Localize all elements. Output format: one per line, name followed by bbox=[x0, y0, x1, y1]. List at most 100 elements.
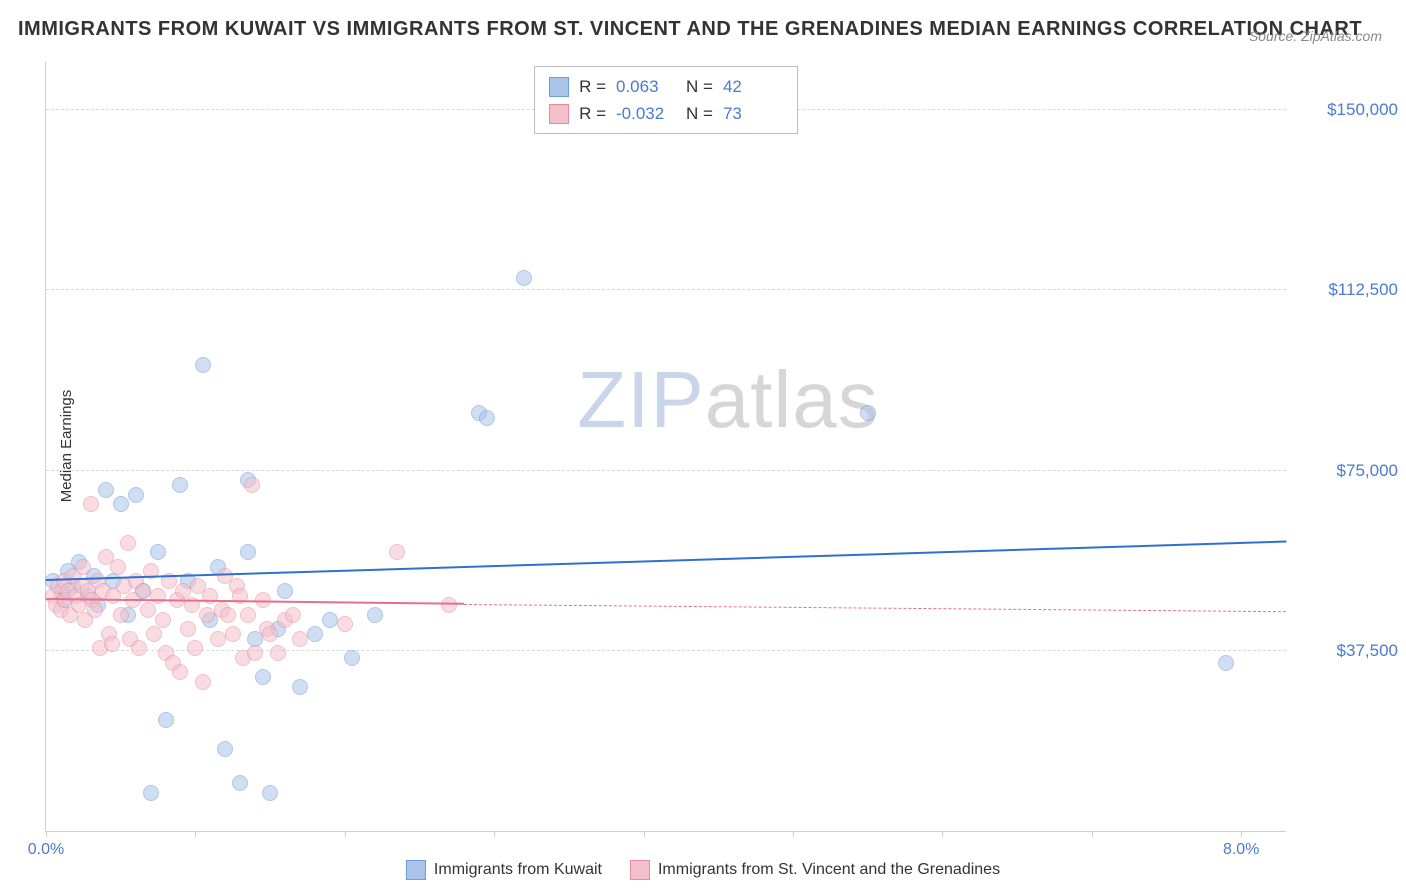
n-value-kuwait: 42 bbox=[723, 73, 783, 100]
plot-area: ZIPatlas R = 0.063 N = 42 R = -0.032 N =… bbox=[45, 62, 1286, 832]
scatter-point-kuwait bbox=[128, 487, 144, 503]
scatter-point-kuwait bbox=[344, 650, 360, 666]
r-value-kuwait: 0.063 bbox=[616, 73, 676, 100]
swatch-svg bbox=[630, 860, 650, 880]
x-tick bbox=[494, 831, 495, 837]
scatter-point-svg bbox=[247, 645, 263, 661]
scatter-point-kuwait bbox=[217, 741, 233, 757]
legend: Immigrants from Kuwait Immigrants from S… bbox=[406, 860, 1000, 880]
scatter-point-svg bbox=[135, 583, 151, 599]
y-tick-label: $150,000 bbox=[1327, 100, 1398, 120]
scatter-point-kuwait bbox=[367, 607, 383, 623]
scatter-point-kuwait bbox=[232, 775, 248, 791]
scatter-point-svg bbox=[210, 631, 226, 647]
x-tick bbox=[46, 831, 47, 837]
stats-row-svg: R = -0.032 N = 73 bbox=[549, 100, 783, 127]
scatter-point-kuwait bbox=[307, 626, 323, 642]
scatter-point-svg bbox=[337, 616, 353, 632]
scatter-point-svg bbox=[113, 607, 129, 623]
watermark-part2: atlas bbox=[705, 355, 879, 444]
x-tick bbox=[644, 831, 645, 837]
scatter-point-svg bbox=[285, 607, 301, 623]
x-tick bbox=[942, 831, 943, 837]
scatter-point-svg bbox=[155, 612, 171, 628]
y-tick-label: $75,000 bbox=[1337, 461, 1398, 481]
trendline bbox=[464, 604, 1286, 612]
watermark-part1: ZIP bbox=[577, 355, 704, 444]
legend-label-kuwait: Immigrants from Kuwait bbox=[434, 861, 602, 879]
scatter-point-kuwait bbox=[172, 477, 188, 493]
x-tick bbox=[195, 831, 196, 837]
swatch-kuwait-small bbox=[549, 77, 569, 97]
scatter-point-kuwait bbox=[277, 583, 293, 599]
x-tick bbox=[1092, 831, 1093, 837]
scatter-point-kuwait bbox=[158, 712, 174, 728]
scatter-point-svg bbox=[199, 607, 215, 623]
x-tick bbox=[793, 831, 794, 837]
scatter-point-svg bbox=[131, 640, 147, 656]
scatter-point-kuwait bbox=[113, 496, 129, 512]
scatter-point-kuwait bbox=[98, 482, 114, 498]
scatter-point-kuwait bbox=[195, 357, 211, 373]
stats-row-kuwait: R = 0.063 N = 42 bbox=[549, 73, 783, 100]
gridline-h bbox=[46, 650, 1286, 651]
scatter-point-kuwait bbox=[262, 785, 278, 801]
source-label: Source: bbox=[1249, 28, 1297, 44]
scatter-point-kuwait bbox=[150, 544, 166, 560]
scatter-point-svg bbox=[83, 496, 99, 512]
scatter-point-svg bbox=[244, 477, 260, 493]
r-value-svg: -0.032 bbox=[616, 100, 676, 127]
scatter-point-svg bbox=[120, 535, 136, 551]
scatter-point-kuwait bbox=[292, 679, 308, 695]
gridline-h bbox=[46, 289, 1286, 290]
x-tick bbox=[345, 831, 346, 837]
scatter-point-kuwait bbox=[1218, 655, 1234, 671]
scatter-point-svg bbox=[441, 597, 457, 613]
scatter-point-kuwait bbox=[255, 669, 271, 685]
chart-title: IMMIGRANTS FROM KUWAIT VS IMMIGRANTS FRO… bbox=[18, 18, 1362, 41]
scatter-point-kuwait bbox=[322, 612, 338, 628]
scatter-point-svg bbox=[140, 602, 156, 618]
swatch-svg-small bbox=[549, 104, 569, 124]
trendline bbox=[46, 541, 1286, 581]
scatter-point-svg bbox=[87, 602, 103, 618]
legend-item-svg: Immigrants from St. Vincent and the Gren… bbox=[630, 860, 1000, 880]
scatter-point-kuwait bbox=[143, 785, 159, 801]
scatter-point-kuwait bbox=[860, 405, 876, 421]
r-label: R = bbox=[579, 100, 606, 127]
scatter-point-svg bbox=[172, 664, 188, 680]
scatter-point-kuwait bbox=[240, 544, 256, 560]
x-tick-label: 0.0% bbox=[28, 841, 64, 859]
source-value: ZipAtlas.com bbox=[1301, 28, 1382, 44]
scatter-point-svg bbox=[75, 559, 91, 575]
source-attribution: Source: ZipAtlas.com bbox=[1249, 28, 1382, 44]
gridline-h bbox=[46, 470, 1286, 471]
scatter-point-svg bbox=[220, 607, 236, 623]
watermark: ZIPatlas bbox=[577, 354, 878, 446]
scatter-point-svg bbox=[110, 559, 126, 575]
scatter-point-svg bbox=[225, 626, 241, 642]
scatter-point-svg bbox=[292, 631, 308, 647]
scatter-point-kuwait bbox=[516, 270, 532, 286]
scatter-point-svg bbox=[195, 674, 211, 690]
y-tick-label: $112,500 bbox=[1328, 280, 1398, 300]
n-label: N = bbox=[686, 73, 713, 100]
scatter-point-kuwait bbox=[479, 410, 495, 426]
scatter-point-svg bbox=[262, 626, 278, 642]
n-value-svg: 73 bbox=[723, 100, 783, 127]
scatter-point-svg bbox=[270, 645, 286, 661]
correlation-stats-box: R = 0.063 N = 42 R = -0.032 N = 73 bbox=[534, 66, 798, 134]
n-label: N = bbox=[686, 100, 713, 127]
scatter-point-svg bbox=[175, 583, 191, 599]
scatter-point-svg bbox=[240, 607, 256, 623]
r-label: R = bbox=[579, 73, 606, 100]
scatter-point-svg bbox=[180, 621, 196, 637]
legend-item-kuwait: Immigrants from Kuwait bbox=[406, 860, 602, 880]
scatter-point-svg bbox=[187, 640, 203, 656]
y-tick-label: $37,500 bbox=[1337, 641, 1398, 661]
scatter-point-svg bbox=[146, 626, 162, 642]
swatch-kuwait bbox=[406, 860, 426, 880]
scatter-point-svg bbox=[104, 636, 120, 652]
x-tick bbox=[1241, 831, 1242, 837]
x-tick-label: 8.0% bbox=[1223, 841, 1259, 859]
